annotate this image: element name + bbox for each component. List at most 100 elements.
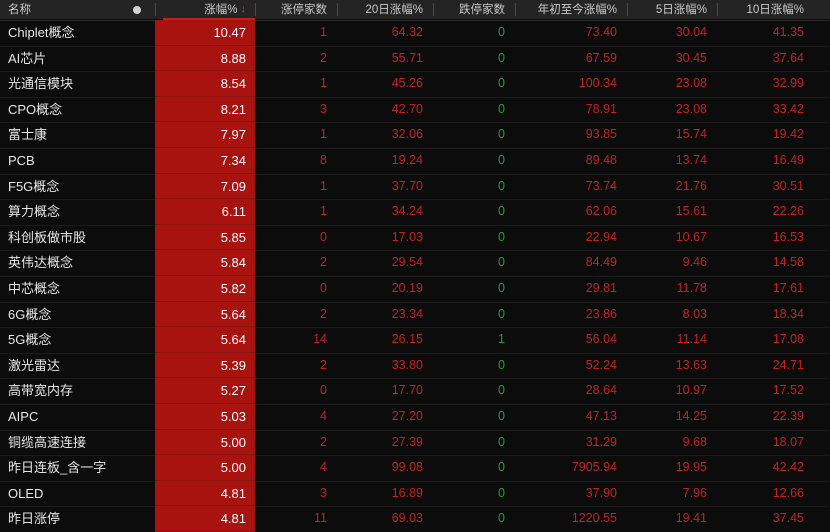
cell-chg: 7.09: [220, 178, 246, 194]
column-header-down-limit-count[interactable]: 跌停家数: [459, 3, 505, 16]
highlight-segment: [155, 250, 255, 276]
cell-d10: 37.64: [772, 50, 804, 65]
column-header-10d-change-pct[interactable]: 10日涨幅%: [746, 3, 804, 16]
cell-ytd: 52.24: [585, 357, 617, 372]
cell-d5: 21.76: [675, 178, 707, 193]
table-row[interactable]: 中芯概念 5.82 0 20.19 0 29.81 11.78 17.61: [0, 275, 830, 302]
cell-name: CPO概念: [8, 101, 63, 117]
cell-ytd: 67.59: [585, 50, 617, 65]
table-row[interactable]: 昨日连板_含一字 5.00 4 99.08 0 7905.94 19.95 42.42: [0, 455, 830, 481]
cell-chg: 6.11: [221, 204, 246, 220]
column-header-change-pct[interactable]: 涨幅% ↓: [155, 0, 255, 20]
cell-up_lim: 14: [313, 332, 327, 347]
cell-dn_lim: 0: [498, 229, 505, 244]
cell-up_lim: 1: [320, 178, 327, 193]
cell-dn_lim: 0: [498, 511, 505, 526]
cell-dn_lim: 1: [498, 332, 505, 347]
column-header-name[interactable]: 名称: [8, 3, 31, 16]
cell-chg: 8.54: [220, 76, 246, 92]
circle-icon: [132, 5, 141, 14]
table-row[interactable]: 科创板做市股 5.85 0 17.03 0 22.94 10.67 16.53: [0, 224, 830, 251]
table-row[interactable]: F5G概念 7.09 1 37.70 0 73.74 21.76 30.51: [0, 173, 830, 200]
cell-ytd: 22.94: [585, 229, 617, 244]
column-header-5d-change-pct[interactable]: 5日涨幅%: [655, 3, 707, 16]
cell-marker: [118, 353, 155, 379]
cell-d20: 64.32: [391, 25, 423, 39]
row-divider: [0, 275, 830, 277]
cell-chg: 7.97: [220, 127, 246, 143]
cell-d10: 42.42: [772, 460, 804, 475]
cell-dn_lim: 0: [498, 408, 505, 423]
cell-marker: [118, 148, 155, 174]
highlight-segment: [155, 148, 255, 174]
row-divider: [0, 147, 830, 149]
cell-chg: 5.27: [220, 383, 246, 399]
column-header-20d-change-pct[interactable]: 20日涨幅%: [365, 3, 423, 16]
table-header-row: 名称 涨幅% ↓ 涨停家数 20日涨幅% 跌停家数 年初至今涨幅% 5日涨幅% …: [0, 0, 830, 20]
cell-d20: 42.70: [391, 101, 423, 116]
row-divider: [0, 173, 830, 175]
cell-d5: 14.25: [675, 408, 707, 423]
cell-marker: [118, 378, 155, 404]
highlight-segment: [155, 506, 255, 532]
cell-name: 高带宽内存: [8, 383, 74, 399]
row-divider: [0, 20, 830, 21]
table-row[interactable]: 铜缆高速连接 5.00 2 27.39 0 31.29 9.68 18.07: [0, 429, 830, 456]
row-divider: [0, 45, 830, 47]
cell-chg: 4.81: [220, 485, 246, 501]
cell-d5: 13.74: [675, 152, 707, 167]
cell-d10: 17.61: [772, 280, 804, 295]
table-row[interactable]: OLED 4.81 3 16.89 0 37.90 7.96 12.66: [0, 480, 830, 507]
cell-chg: 5.84: [220, 255, 246, 271]
cell-dn_lim: 0: [498, 127, 505, 142]
cell-name: Chiplet概念: [8, 25, 75, 40]
cell-marker: [118, 97, 155, 123]
table-row[interactable]: PCB 7.34 8 19.24 0 89.48 13.74 16.49: [0, 147, 830, 174]
cell-name: 激光雷达: [8, 357, 61, 373]
table-body: Chiplet概念 10.47 1 64.32 0 73.40 30.04 41.35 AI芯片…: [0, 20, 830, 532]
cell-d10: 18.34: [772, 306, 804, 321]
cell-d5: 13.63: [675, 357, 707, 372]
cell-d20: 45.26: [391, 76, 423, 91]
cell-up_lim: 11: [314, 511, 327, 526]
header-divider: [515, 3, 516, 16]
cell-marker: [118, 404, 155, 430]
table-row[interactable]: 激光雷达 5.39 2 33.80 0 52.24 13.63 24.71: [0, 352, 830, 379]
header-divider: [255, 3, 256, 16]
table-row[interactable]: AIPC 5.03 4 27.20 0 47.13 14.25 22.39: [0, 403, 830, 430]
cell-d20: 55.71: [391, 50, 423, 65]
cell-d5: 11.78: [676, 280, 707, 295]
cell-name: 铜缆高速连接: [8, 434, 87, 450]
cell-up_lim: 4: [320, 408, 327, 423]
cell-marker: [118, 302, 155, 328]
table-row[interactable]: 光通信模块 8.54 1 45.26 0 100.34 23.08 32.99: [0, 71, 830, 97]
table-row[interactable]: CPO概念 8.21 3 42.70 0 78.91 23.08 33.42: [0, 96, 830, 123]
table-row[interactable]: AI芯片 8.88 2 55.71 0 67.59 30.45 37.64: [0, 45, 830, 72]
column-header-ytd-change-pct[interactable]: 年初至今涨幅%: [537, 3, 617, 16]
cell-up_lim: 2: [320, 357, 327, 372]
table-row[interactable]: 英伟达概念 5.84 2 29.54 0 84.49 9.46 14.58: [0, 250, 830, 276]
table-row[interactable]: 6G概念 5.64 2 23.34 0 23.86 8.03 18.34: [0, 301, 830, 328]
column-header-up-limit-count[interactable]: 涨停家数: [281, 3, 327, 16]
cell-ytd: 29.81: [585, 280, 617, 295]
table-row[interactable]: 昨日涨停 4.81 11 69.03 0 1220.55 19.41 37.45: [0, 506, 830, 532]
row-divider: [0, 352, 830, 354]
cell-name: 5G概念: [8, 332, 52, 348]
table-row[interactable]: Chiplet概念 10.47 1 64.32 0 73.40 30.04 41.35: [0, 20, 830, 46]
sort-descending-icon[interactable]: ↓: [240, 3, 247, 15]
table-row[interactable]: 算力概念 6.11 1 34.24 0 62.06 15.61 22.26: [0, 199, 830, 225]
table-row[interactable]: 5G概念 5.64 14 26.15 1 56.04 11.14 17.08: [0, 327, 830, 353]
column-header-change-pct-label: 涨幅%: [204, 3, 238, 16]
cell-d20: 27.20: [391, 408, 423, 423]
cell-marker: [118, 71, 155, 97]
table-row[interactable]: 富士康 7.97 1 32.06 0 93.85 15.74 19.42: [0, 122, 830, 148]
column-header-marker[interactable]: [118, 0, 155, 20]
cell-chg: 7.34: [220, 152, 246, 168]
table-row[interactable]: 高带宽内存 5.27 0 17.70 0 28.64 10.97 17.52: [0, 378, 830, 404]
cell-d20: 37.70: [391, 178, 423, 193]
cell-d5: 19.95: [675, 460, 707, 475]
cell-chg: 8.21: [220, 101, 246, 117]
cell-d5: 19.41: [675, 511, 707, 526]
cell-d10: 37.45: [772, 511, 804, 526]
